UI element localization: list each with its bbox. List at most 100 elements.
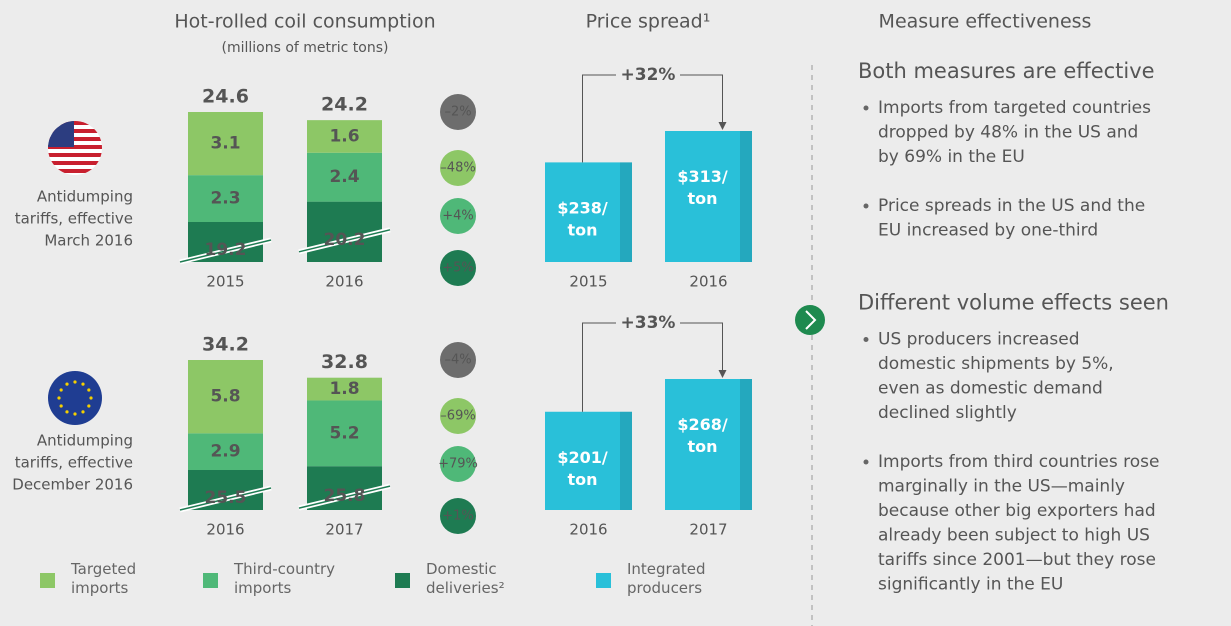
axis-break	[179, 487, 272, 511]
bullet-dot	[863, 203, 869, 209]
value-label: $201/ton	[557, 447, 608, 488]
bar	[545, 162, 632, 262]
change-label: +5%	[442, 261, 474, 276]
category-label: 2016	[689, 273, 727, 291]
bullet-dot	[863, 105, 869, 111]
value-label: $238/ton	[557, 198, 608, 239]
change-label: –69%	[440, 409, 475, 424]
segment-label: 20.2	[324, 230, 366, 250]
star	[73, 380, 77, 384]
bar-segment	[188, 112, 263, 176]
category-label: 2017	[325, 521, 363, 539]
legend-swatch	[596, 573, 611, 588]
bullet-text: dropped by 48% in the US and	[878, 123, 1138, 143]
bar-edge	[740, 379, 752, 510]
bullet-text: marginally in the US—mainly	[878, 477, 1125, 497]
bullet-text: Imports from third countries rose	[878, 452, 1159, 472]
change-badge	[440, 150, 476, 186]
bar-segment	[188, 360, 263, 434]
bar-segment	[307, 377, 382, 401]
segment-label: 19.2	[205, 240, 247, 260]
bar	[665, 379, 752, 510]
star	[73, 412, 77, 416]
section-heading: Both measures are effective	[858, 59, 1155, 83]
chart-subtitle: (millions of metric tons)	[221, 40, 388, 56]
legend-label: Third-country imports	[233, 560, 335, 597]
category-label: 2015	[569, 273, 607, 291]
segment-label: 2.9	[210, 442, 240, 462]
star	[81, 382, 85, 386]
segment-label: 25.8	[324, 486, 366, 506]
star	[87, 388, 91, 392]
arrow-icon	[805, 310, 817, 330]
chart-title: Hot-rolled coil consumption	[174, 11, 435, 33]
bar-edge	[620, 162, 632, 262]
category-label: 2016	[325, 273, 363, 291]
axis-break	[298, 485, 391, 509]
bar	[545, 411, 632, 510]
legend-swatch	[395, 573, 410, 588]
change-badge	[440, 446, 476, 482]
section-heading: Different volume effects seen	[858, 291, 1169, 315]
star	[81, 410, 85, 414]
total-label: 34.2	[202, 334, 249, 356]
category-label: 2015	[206, 273, 244, 291]
bar-segment	[188, 175, 263, 222]
annotation-bg	[616, 311, 680, 335]
value-label: $268/ton	[677, 415, 728, 456]
bullet-dot	[863, 459, 869, 465]
bar-segment	[307, 152, 382, 202]
segment-label: 2.3	[210, 189, 240, 209]
star	[59, 388, 63, 392]
segment-label: 25.5	[205, 488, 247, 508]
total-label: 24.2	[321, 94, 368, 116]
flag-caption: Antidumping	[37, 188, 133, 206]
total-label: 32.8	[321, 351, 368, 373]
annotation-arrow	[718, 122, 727, 130]
annotation-arrow	[718, 370, 727, 378]
us-flag	[48, 121, 102, 175]
star	[87, 404, 91, 408]
legend-label: Domestic deliveries²	[426, 560, 505, 597]
change-badge	[440, 94, 476, 130]
change-label: –48%	[440, 161, 475, 176]
annotation-bg	[616, 63, 680, 87]
bar	[665, 131, 752, 262]
change-badge	[440, 250, 476, 286]
bullet-dot	[863, 337, 869, 342]
star	[89, 396, 93, 400]
change-label: –4%	[444, 353, 471, 368]
annotation: +32%	[621, 65, 676, 85]
category-label: 2016	[206, 521, 244, 539]
segment-label: 2.4	[329, 167, 359, 187]
bullet-text: Imports from targeted countries	[878, 98, 1151, 118]
axis-break	[298, 229, 391, 253]
category-label: 2017	[689, 521, 727, 539]
segment-label: 3.1	[210, 134, 240, 154]
segment-label: 1.6	[329, 126, 359, 146]
flag-caption: Antidumping	[37, 432, 133, 450]
bar-edge	[620, 411, 632, 510]
change-label: +1%	[442, 509, 474, 524]
star	[65, 382, 69, 386]
annotation: +33%	[621, 313, 676, 333]
star	[59, 404, 63, 408]
flag-caption: December 2016	[12, 476, 133, 494]
bullet-text: EU increased by one-third	[878, 221, 1098, 241]
bullet-text: even as domestic demand	[878, 379, 1103, 399]
segment-label: 5.8	[210, 387, 240, 407]
eu-stars	[57, 380, 93, 416]
bullet-text: declined slightly	[878, 403, 1017, 423]
eu-flag	[48, 371, 102, 425]
arrow-button	[795, 305, 825, 335]
axis-break	[179, 239, 272, 263]
segment-label: 5.2	[329, 423, 359, 443]
bar-edge	[740, 131, 752, 262]
segment-label: 1.8	[329, 379, 359, 399]
bullet-text: Price spreads in the US and the	[878, 196, 1145, 216]
change-label: +4%	[442, 209, 474, 224]
change-badge	[440, 198, 476, 234]
flag-caption: tariffs, effective	[15, 454, 133, 472]
change-badge	[440, 398, 476, 434]
